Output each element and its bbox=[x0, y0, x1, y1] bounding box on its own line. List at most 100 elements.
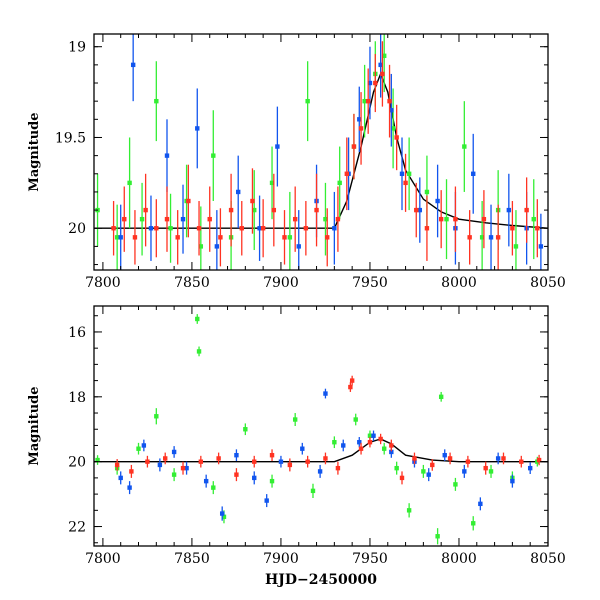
data-point bbox=[495, 204, 501, 270]
data-marker bbox=[510, 478, 515, 484]
data-point bbox=[367, 46, 373, 120]
bottom-panel-plot-area bbox=[94, 314, 548, 545]
data-marker bbox=[471, 171, 476, 176]
data-point bbox=[296, 210, 301, 270]
data-marker bbox=[447, 456, 453, 461]
data-point bbox=[426, 468, 431, 482]
data-marker bbox=[462, 469, 467, 474]
data-marker bbox=[148, 226, 154, 231]
x-tick-label: 8000 bbox=[441, 275, 477, 291]
x-tick-label: 7850 bbox=[174, 551, 210, 567]
data-point bbox=[198, 206, 204, 270]
data-point bbox=[406, 503, 412, 518]
data-point bbox=[141, 439, 147, 452]
data-point bbox=[118, 204, 123, 270]
data-marker bbox=[234, 472, 239, 477]
data-marker bbox=[412, 456, 417, 461]
data-point bbox=[122, 186, 127, 252]
data-point bbox=[257, 195, 262, 261]
data-point bbox=[196, 346, 202, 357]
data-point bbox=[465, 455, 471, 468]
data-marker bbox=[380, 71, 385, 77]
data-point bbox=[186, 164, 191, 238]
data-point bbox=[471, 516, 476, 531]
data-marker bbox=[399, 475, 405, 481]
data-marker bbox=[216, 456, 221, 461]
data-marker bbox=[495, 235, 501, 240]
bottom-light-curve-panel: 7800 7850 7900 7950 8000 8050 16 18 20 22 Magnitu… bbox=[27, 305, 566, 588]
data-point bbox=[412, 452, 417, 465]
data-marker bbox=[95, 457, 100, 463]
data-point bbox=[118, 471, 123, 485]
data-point bbox=[207, 186, 212, 252]
data-marker bbox=[305, 98, 310, 104]
data-point bbox=[344, 137, 350, 211]
data-point bbox=[132, 210, 138, 265]
data-marker bbox=[252, 459, 257, 464]
y-tick-label: 19 bbox=[68, 40, 86, 56]
data-point bbox=[335, 461, 341, 475]
data-marker bbox=[478, 501, 483, 507]
data-point bbox=[269, 449, 275, 462]
data-point bbox=[357, 437, 362, 448]
data-marker bbox=[435, 534, 440, 539]
x-tick-label: 8000 bbox=[441, 551, 477, 567]
data-marker bbox=[337, 180, 342, 186]
data-point bbox=[435, 528, 440, 545]
data-point bbox=[417, 177, 423, 243]
data-point bbox=[438, 190, 444, 249]
data-marker bbox=[348, 384, 353, 390]
data-marker bbox=[488, 235, 494, 240]
data-marker bbox=[287, 235, 293, 240]
data-marker bbox=[378, 436, 383, 442]
x-tick-label: 8050 bbox=[530, 275, 566, 291]
data-marker bbox=[367, 440, 373, 445]
data-point bbox=[462, 464, 467, 478]
data-point bbox=[430, 459, 435, 471]
data-point bbox=[130, 34, 136, 102]
data-marker bbox=[264, 498, 269, 503]
data-point bbox=[164, 119, 170, 192]
data-point bbox=[323, 182, 328, 256]
data-point bbox=[252, 170, 257, 251]
data-point bbox=[358, 92, 364, 165]
data-point bbox=[139, 182, 145, 256]
data-point bbox=[175, 210, 180, 265]
data-point bbox=[444, 179, 449, 260]
data-point bbox=[95, 455, 100, 465]
data-marker bbox=[373, 80, 378, 86]
data-point bbox=[365, 68, 371, 134]
data-marker bbox=[341, 443, 346, 448]
data-point bbox=[216, 452, 221, 465]
data-point bbox=[488, 204, 494, 270]
data-point bbox=[154, 61, 159, 142]
data-marker bbox=[367, 80, 373, 86]
data-point bbox=[332, 191, 337, 265]
data-marker bbox=[175, 235, 180, 240]
data-marker bbox=[394, 135, 399, 140]
data-point bbox=[442, 449, 447, 462]
data-marker bbox=[506, 207, 512, 213]
data-marker bbox=[519, 459, 524, 464]
data-point bbox=[435, 164, 440, 238]
data-marker bbox=[211, 485, 216, 490]
data-marker bbox=[495, 456, 501, 461]
data-point bbox=[536, 454, 542, 466]
data-marker bbox=[403, 180, 408, 186]
data-point bbox=[127, 137, 132, 229]
data-point bbox=[300, 442, 305, 455]
data-marker bbox=[127, 485, 132, 490]
data-marker bbox=[371, 433, 376, 438]
data-point bbox=[438, 391, 444, 402]
data-point bbox=[389, 439, 394, 452]
data-marker bbox=[332, 226, 337, 231]
data-point bbox=[390, 88, 396, 169]
data-point bbox=[317, 464, 323, 478]
data-point bbox=[239, 201, 244, 256]
data-marker bbox=[154, 98, 159, 104]
data-marker bbox=[269, 478, 275, 484]
data-point bbox=[524, 177, 529, 243]
data-point bbox=[421, 464, 426, 478]
data-point bbox=[260, 199, 266, 258]
data-point bbox=[184, 461, 189, 475]
